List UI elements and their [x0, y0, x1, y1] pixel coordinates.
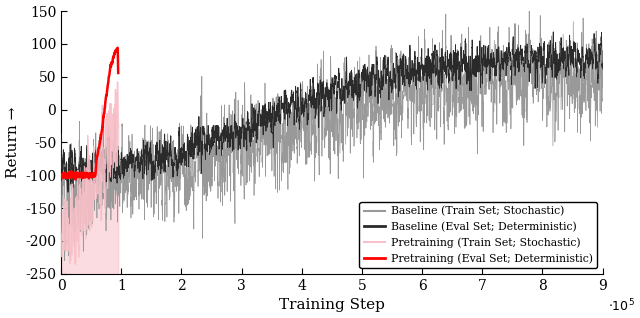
Text: $\cdot10^5$: $\cdot10^5$ — [608, 297, 635, 314]
Y-axis label: Return →: Return → — [6, 107, 20, 178]
Legend: Baseline (Train Set; Stochastic), Baseline (Eval Set; Deterministic), Pretrainin: Baseline (Train Set; Stochastic), Baseli… — [360, 202, 597, 268]
X-axis label: Training Step: Training Step — [279, 298, 385, 312]
